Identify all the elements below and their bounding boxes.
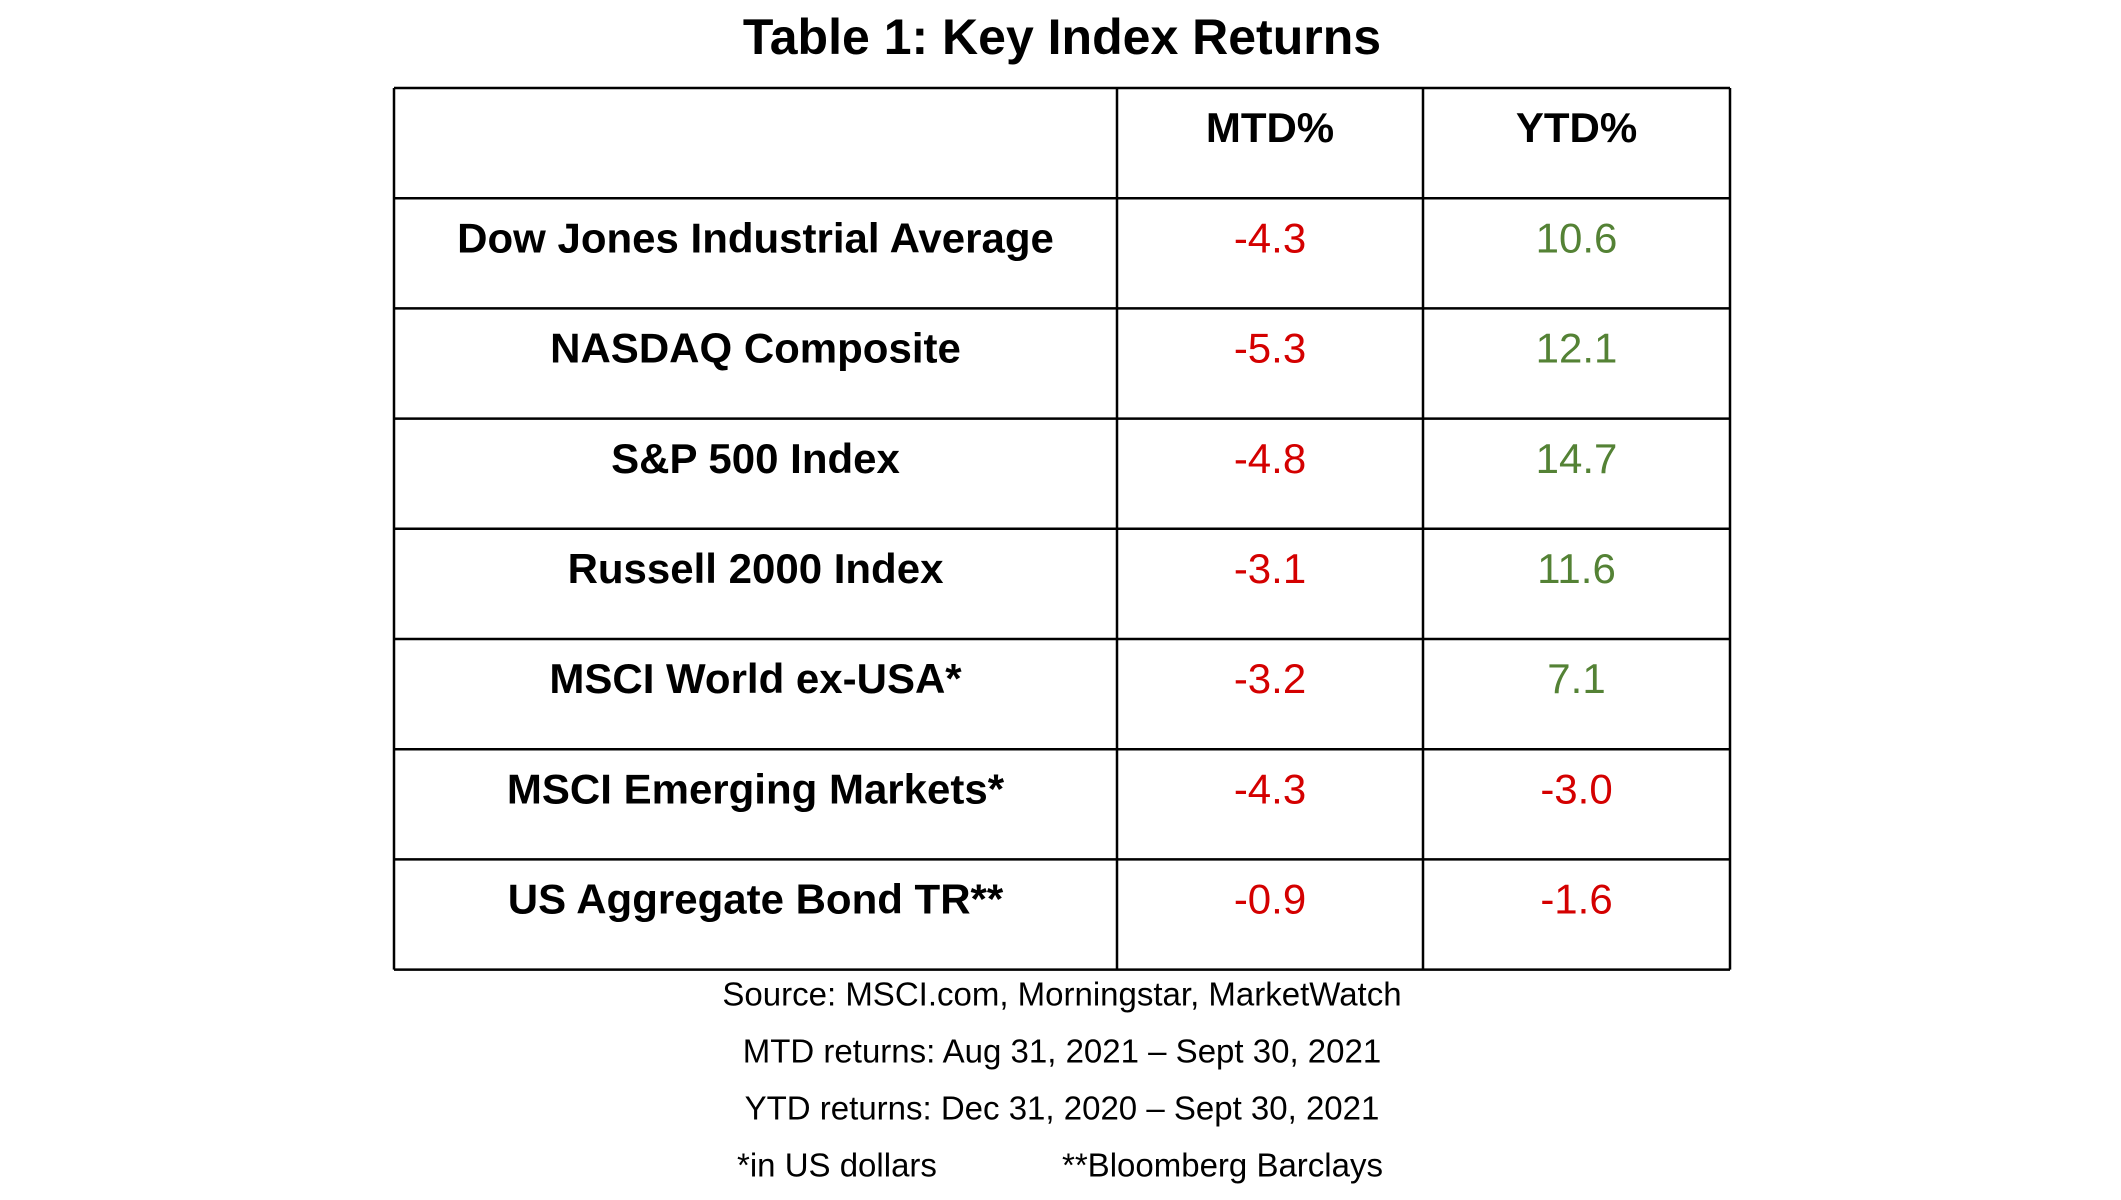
return-value: -0.9 [1234,876,1306,923]
index-name: Dow Jones Industrial Average [457,214,1054,261]
return-value: 12.1 [1536,325,1618,372]
return-value: 7.1 [1547,655,1605,702]
index-name: MSCI World ex-USA* [549,655,962,702]
footnote: **Bloomberg Barclays [1062,1147,1383,1184]
return-value: -3.1 [1234,545,1306,592]
return-value: -4.8 [1234,435,1306,482]
note: Source: MSCI.com, Morningstar, MarketWat… [722,976,1401,1013]
note: MTD returns: Aug 31, 2021 – Sept 30, 202… [743,1033,1381,1070]
return-value: 14.7 [1536,435,1618,482]
return-value: -1.6 [1540,876,1612,923]
footnote: *in US dollars [737,1147,937,1184]
return-value: 11.6 [1537,545,1616,592]
return-value: -5.3 [1234,325,1306,372]
column-header: YTD% [1516,104,1637,151]
column-header: MTD% [1206,104,1334,151]
return-value: -4.3 [1234,214,1306,261]
return-value: 10.6 [1536,214,1618,261]
index-name: US Aggregate Bond TR** [508,876,1004,923]
index-name: Russell 2000 Index [568,545,945,592]
index-name: NASDAQ Composite [550,325,961,372]
index-name: S&P 500 Index [611,435,900,482]
note: YTD returns: Dec 31, 2020 – Sept 30, 202… [745,1090,1380,1127]
index-name: MSCI Emerging Markets* [507,765,1005,812]
return-value: -3.0 [1540,765,1612,812]
return-value: -4.3 [1234,765,1306,812]
return-value: -3.2 [1234,655,1306,702]
table-title: Table 1: Key Index Returns [743,9,1381,65]
